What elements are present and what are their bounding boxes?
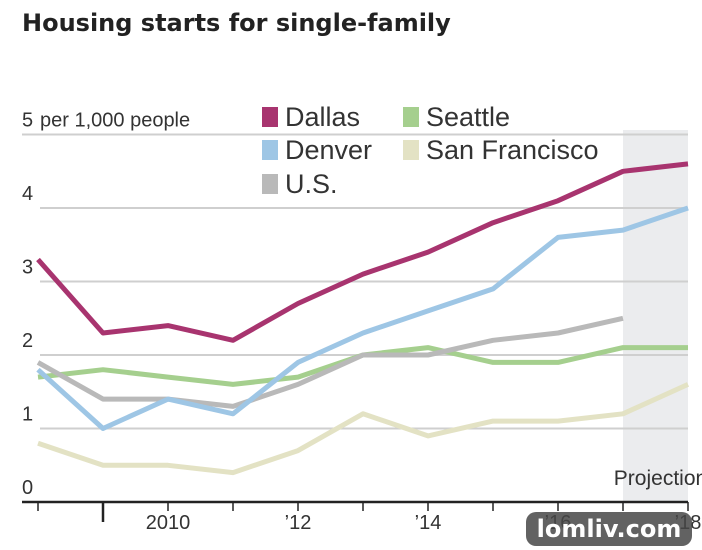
watermark: lomliv.com bbox=[526, 512, 692, 546]
y-tick-label: 3 bbox=[22, 257, 33, 279]
legend-swatch-denver bbox=[262, 140, 278, 160]
x-tick-label: ’12 bbox=[285, 512, 312, 534]
legend-label-denver: Denver bbox=[285, 135, 372, 165]
y-tick-label: 2 bbox=[22, 330, 33, 352]
y-tick-label: 4 bbox=[22, 183, 33, 205]
legend-swatch-dallas bbox=[262, 107, 278, 127]
y-axis-label: per 1,000 people bbox=[40, 110, 190, 132]
legend-label-dallas: Dallas bbox=[285, 102, 360, 132]
projection-band bbox=[623, 130, 688, 502]
chart-title: Housing starts for single-family bbox=[22, 9, 451, 37]
x-tick-label: 2010 bbox=[146, 512, 191, 534]
y-tick-label: 1 bbox=[22, 404, 33, 426]
y-tick-label: 5 bbox=[22, 110, 33, 132]
x-tick-label: ’14 bbox=[415, 512, 442, 534]
series-line-u-s- bbox=[36, 315, 624, 409]
legend-swatch-seattle bbox=[403, 107, 419, 127]
legend-swatch-u-s- bbox=[262, 174, 278, 194]
legend-label-seattle: Seattle bbox=[426, 102, 510, 132]
legend-label-san-francisco: San Francisco bbox=[426, 135, 599, 165]
legend-swatch-san-francisco bbox=[403, 140, 419, 160]
projection-label: Projection bbox=[614, 467, 702, 490]
series-line-dallas bbox=[36, 161, 689, 343]
series-line-denver bbox=[36, 205, 689, 431]
series-line-san-francisco bbox=[37, 382, 690, 476]
legend-label-u-s-: U.S. bbox=[285, 169, 338, 199]
y-tick-label: 0 bbox=[22, 477, 33, 499]
